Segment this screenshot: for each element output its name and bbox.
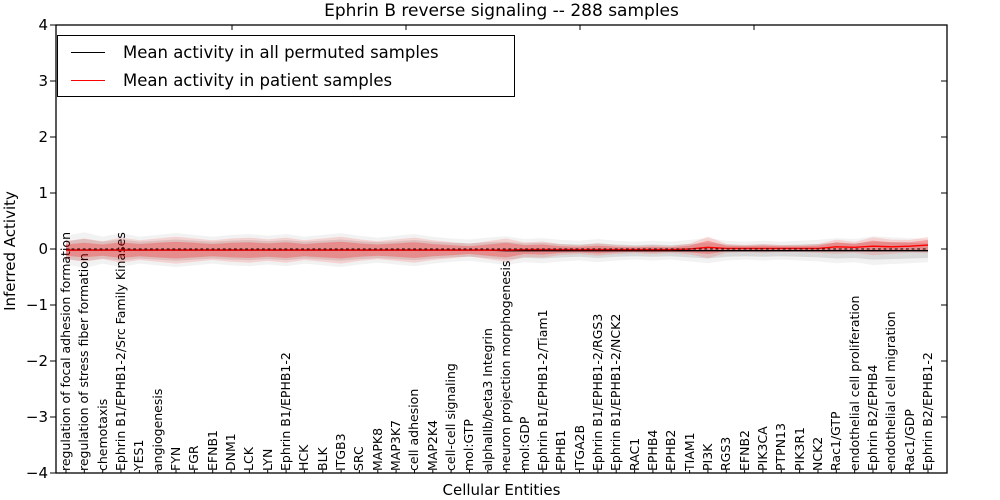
x-tick-label: ITGB3 [333,433,349,471]
x-tick-label: RGS3 [718,436,734,471]
x-tick-label: YES1 [131,439,147,471]
x-tick-label: endothelial cell migration [883,311,899,471]
x-tick-label: EPHB4 [644,429,660,471]
legend-entry: Mean activity in all permuted samples [71,41,514,64]
x-tick-label: mol:GTP [461,419,477,471]
x-tick-label: Rac1/GTP [828,411,844,471]
x-tick-label: MAPK8 [369,427,385,471]
x-tick-label: alphaIIb/beta3 Integrin [479,328,495,471]
x-tick-label: Ephrin B1/EPHB1-2 [278,352,294,471]
x-tick-label: PIK3CA [754,426,770,471]
x-tick-label: FGR [186,445,202,471]
x-tick-label: NCK2 [809,436,825,471]
y-tick-label: 1 [38,184,48,202]
x-tick-label: Ephrin B1/EPHB1-2/Src Family Kinases [113,232,129,471]
x-axis-label: Cellular Entities [442,481,561,499]
x-tick-label: LYN [259,448,275,471]
x-tick-label: MAP2K4 [424,420,440,471]
x-tick-label: EPHB1 [553,429,569,471]
x-tick-label: regulation of stress fiber formation [76,253,92,471]
x-tick-label: EFNB1 [204,430,220,471]
x-tick-label: angiogenesis [149,388,165,471]
x-tick-label: Ephrin B1/EPHB1-2/Tiam1 [534,309,550,471]
y-tick-label: −2 [25,352,48,370]
legend: Mean activity in all permuted samples Me… [57,35,515,97]
y-tick-label: 2 [38,128,48,146]
x-tick-label: PTPN13 [773,423,789,471]
x-tick-label: EFNB2 [736,430,752,471]
x-tick-label: MAP3K7 [388,420,404,471]
x-tick-label: chemotaxis [94,398,110,471]
x-tick-label: RAC1 [626,437,642,471]
y-tick-label: −4 [25,464,48,482]
x-tick-label: cell-cell signaling [443,363,459,471]
x-tick-label: Ephrin B2/EPHB1-2 [920,352,935,471]
x-tick-label: regulation of focal adhesion formation [58,232,73,471]
y-tick-label: −3 [25,408,48,426]
x-tick-label: Ephrin B1/EPHB1-2/RGS3 [589,313,605,471]
legend-entry: Mean activity in patient samples [71,69,514,92]
x-tick-label: Ephrin B1/EPHB1-2/NCK2 [608,313,624,471]
x-tick-label: mol:GDP [516,416,532,471]
x-tick-label: PIK3R1 [791,426,807,471]
x-tick-label: EPHB2 [663,429,679,471]
x-tick-label: FYN [168,446,184,471]
permuted-line-sample [71,51,105,53]
x-tick-label: LCK [241,447,257,471]
x-tick-label: HCK [296,444,312,471]
x-tick-label: neuron projection morphogenesis [498,260,514,471]
x-tick-label: BLK [314,447,330,471]
x-tick-label: PI3K [699,443,715,471]
x-tick-label: SRC [351,446,367,471]
x-tick-label: DNM1 [223,433,239,471]
x-tick-label: Ephrin B2/EPHB4 [864,364,880,471]
x-tick-label: TIAM1 [681,432,697,471]
y-tick-label: −1 [25,296,48,314]
x-tick-label: cell adhesion [406,388,422,471]
legend-label-permuted: Mean activity in all permuted samples [123,42,439,62]
patient-line-sample [71,79,105,81]
x-tick-label: endothelial cell proliferation [846,295,862,471]
y-tick-label: 0 [38,240,48,258]
x-tick-label: Rac1/GDP [901,409,917,471]
chart-title: Ephrin B reverse signaling -- 288 sample… [324,1,679,21]
x-tick-label: ITGA2B [571,424,587,471]
legend-label-patient: Mean activity in patient samples [123,70,393,90]
y-tick-label: 3 [38,72,48,90]
y-tick-label: 4 [38,16,48,34]
